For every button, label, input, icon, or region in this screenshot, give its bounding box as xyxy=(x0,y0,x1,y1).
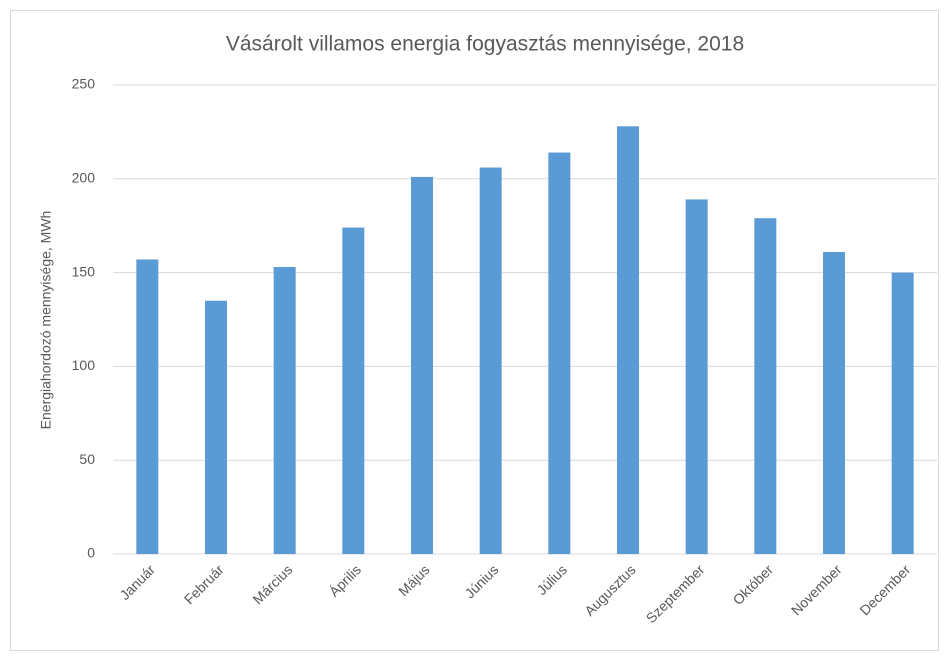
chart-title: Vásárolt villamos energia fogyasztás men… xyxy=(226,33,744,56)
bar xyxy=(891,272,914,554)
y-axis-label: Energiahordozó mennyisége, MWh xyxy=(38,211,54,430)
y-tick-label: 150 xyxy=(72,263,96,279)
y-tick-label: 100 xyxy=(72,357,96,373)
bar xyxy=(273,266,296,554)
bar xyxy=(479,167,502,554)
y-tick-label: 0 xyxy=(87,545,95,561)
bar xyxy=(411,176,433,554)
y-tick-label: 50 xyxy=(79,451,95,467)
bar xyxy=(548,152,571,554)
y-tick-label: 250 xyxy=(72,76,96,92)
chart-border xyxy=(10,10,939,651)
bar xyxy=(823,251,845,555)
bar xyxy=(754,218,777,555)
bar xyxy=(136,259,159,554)
bar xyxy=(685,199,708,554)
y-tick-label: 200 xyxy=(72,170,96,186)
bar xyxy=(205,300,227,554)
bar xyxy=(342,227,365,555)
bar xyxy=(617,126,639,554)
